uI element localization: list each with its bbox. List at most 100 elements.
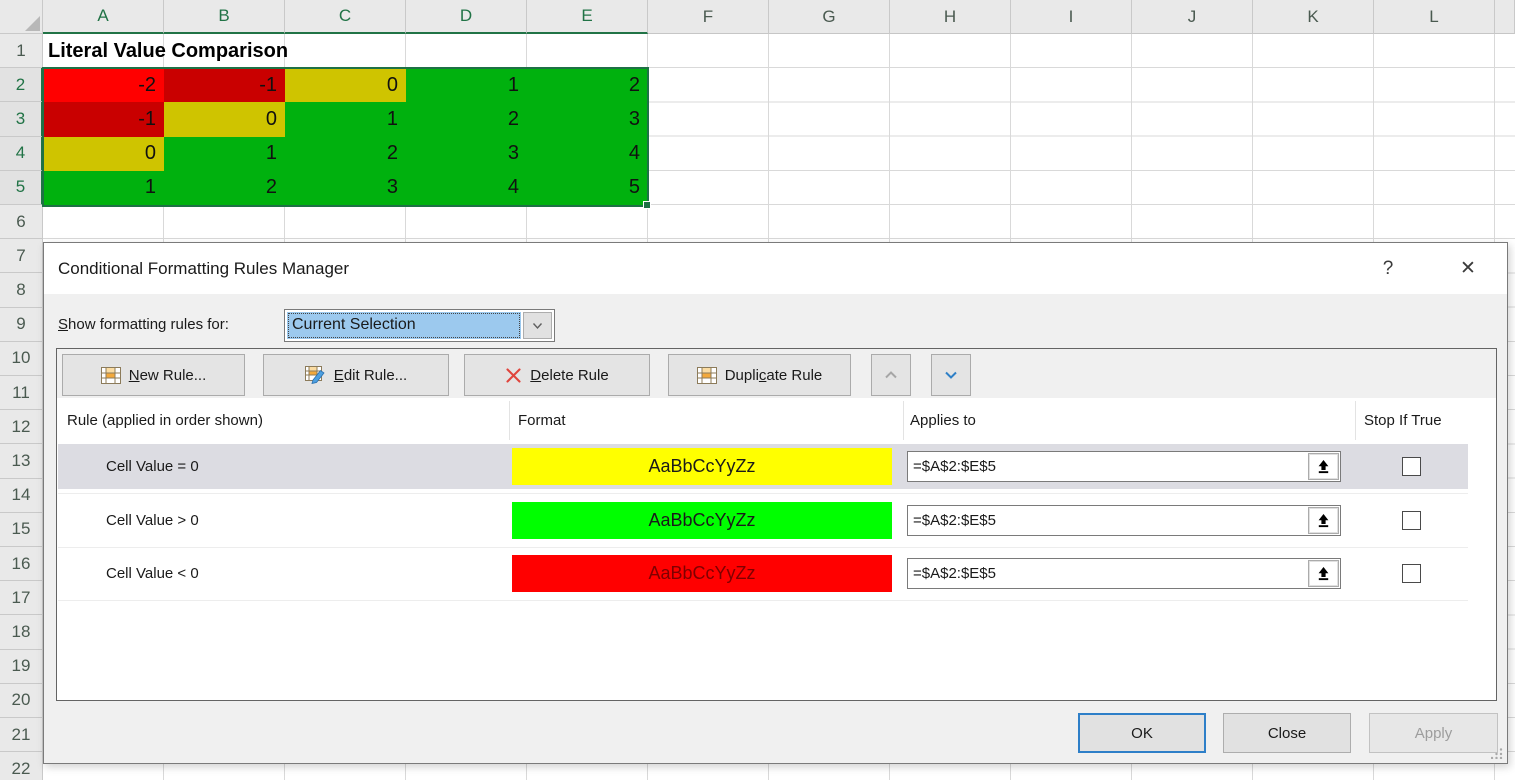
rule-label: Cell Value = 0: [106, 458, 199, 475]
list-header-applies: Applies to: [910, 412, 976, 429]
cell[interactable]: -2: [43, 68, 164, 103]
cell[interactable]: 0: [285, 68, 406, 103]
show-rules-for-dropdown[interactable]: Current Selection: [284, 309, 555, 342]
row-header-10[interactable]: 10: [0, 341, 43, 376]
close-button[interactable]: Close: [1223, 713, 1351, 753]
column-header-I[interactable]: I: [1011, 0, 1132, 34]
column-header-F[interactable]: F: [648, 0, 769, 34]
cell[interactable]: 1: [285, 102, 406, 137]
collapse-dialog-button[interactable]: [1308, 506, 1339, 534]
stop-if-true-checkbox[interactable]: [1402, 564, 1421, 583]
cell[interactable]: 2: [406, 102, 527, 137]
cell[interactable]: 1: [164, 136, 285, 171]
select-all-corner[interactable]: [0, 0, 43, 34]
cell[interactable]: 0: [43, 136, 164, 171]
cell[interactable]: 4: [406, 170, 527, 205]
duplicate-rule-button[interactable]: Duplicate Rule: [668, 354, 851, 396]
list-header-stop: Stop If True: [1364, 412, 1442, 429]
delete-rule-button[interactable]: Delete Rule: [464, 354, 650, 396]
collapse-dialog-button[interactable]: [1308, 560, 1339, 587]
cell[interactable]: 3: [527, 102, 648, 137]
resize-grip[interactable]: [1491, 747, 1503, 759]
close-icon[interactable]: ✕: [1446, 243, 1490, 294]
column-header-L[interactable]: L: [1374, 0, 1495, 34]
stop-if-true-checkbox[interactable]: [1402, 457, 1421, 476]
edit-rule-button[interactable]: Edit Rule...: [263, 354, 449, 396]
cell[interactable]: 3: [406, 136, 527, 171]
cell-a1-title[interactable]: Literal Value Comparison: [48, 40, 289, 62]
cell[interactable]: 1: [43, 170, 164, 205]
cell[interactable]: 0: [164, 102, 285, 137]
row-header-12[interactable]: 12: [0, 410, 43, 445]
row-header-9[interactable]: 9: [0, 307, 43, 342]
help-icon[interactable]: ?: [1366, 243, 1410, 294]
cell[interactable]: 2: [164, 170, 285, 205]
row-header-8[interactable]: 8: [0, 273, 43, 308]
duplicate-rule-label: Duplicate Rule: [724, 366, 823, 384]
cell[interactable]: -1: [43, 102, 164, 137]
collapse-dialog-button[interactable]: [1308, 453, 1339, 480]
column-header-J[interactable]: J: [1132, 0, 1253, 34]
applies-to-input[interactable]: [908, 505, 1307, 535]
conditional-formatting-rules-manager-dialog: Conditional Formatting Rules Manager ? ✕…: [43, 242, 1508, 764]
header-separator: [903, 401, 904, 440]
row-header-5[interactable]: 5: [0, 170, 43, 205]
row-header-11[interactable]: 11: [0, 376, 43, 411]
row-header-4[interactable]: 4: [0, 136, 43, 171]
column-header-E[interactable]: E: [527, 0, 648, 34]
column-header-partial[interactable]: [1495, 0, 1515, 34]
stop-if-true-checkbox[interactable]: [1402, 510, 1421, 530]
row-header-22[interactable]: 22: [0, 752, 43, 780]
applies-to-input[interactable]: [908, 452, 1307, 481]
table-icon: [100, 366, 121, 384]
cell[interactable]: -1: [164, 68, 285, 103]
rules-toolbar: New Rule... Edit Rule...: [57, 349, 1496, 398]
column-header-H[interactable]: H: [890, 0, 1011, 34]
column-header-D[interactable]: D: [406, 0, 527, 34]
fill-handle[interactable]: [643, 201, 651, 209]
row-header-2[interactable]: 2: [0, 68, 43, 103]
applies-to-input[interactable]: [908, 559, 1307, 588]
row-header-6[interactable]: 6: [0, 205, 43, 240]
row-header-7[interactable]: 7: [0, 239, 43, 274]
rule-row[interactable]: Cell Value = 0 AaBbCcYyZz: [58, 444, 1468, 494]
header-separator: [509, 401, 510, 440]
move-rule-down-button[interactable]: [931, 354, 971, 396]
rule-row[interactable]: Cell Value < 0 AaBbCcYyZz: [58, 551, 1468, 601]
cell[interactable]: 2: [285, 136, 406, 171]
dropdown-arrow-button[interactable]: [523, 312, 552, 339]
apply-button[interactable]: Apply: [1369, 713, 1498, 753]
ok-button[interactable]: OK: [1078, 713, 1206, 753]
applies-to-field: [907, 504, 1341, 536]
row-header-18[interactable]: 18: [0, 615, 43, 650]
label-post: how formatting rules for:: [68, 316, 229, 333]
row-header-21[interactable]: 21: [0, 718, 43, 753]
row-header-20[interactable]: 20: [0, 683, 43, 718]
column-header-C[interactable]: C: [285, 0, 406, 34]
new-rule-button[interactable]: New Rule...: [62, 354, 245, 396]
cell[interactable]: 2: [527, 68, 648, 103]
row-header-3[interactable]: 3: [0, 102, 43, 137]
move-rule-up-button[interactable]: [871, 354, 911, 396]
cell[interactable]: 1: [406, 68, 527, 103]
column-header-A[interactable]: A: [43, 0, 164, 34]
rule-row[interactable]: Cell Value > 0 AaBbCcYyZz: [58, 498, 1468, 548]
row-header-13[interactable]: 13: [0, 444, 43, 479]
row-header-14[interactable]: 14: [0, 478, 43, 513]
row-header-16[interactable]: 16: [0, 547, 43, 582]
delete-x-icon: [505, 367, 522, 384]
row-header-15[interactable]: 15: [0, 512, 43, 547]
row-header-19[interactable]: 19: [0, 649, 43, 684]
cell[interactable]: 3: [285, 170, 406, 205]
edit-rule-label: Edit Rule...: [333, 366, 408, 384]
column-header-K[interactable]: K: [1253, 0, 1374, 34]
collapse-dialog-icon: [1318, 567, 1329, 581]
cell[interactable]: 5: [527, 170, 648, 205]
column-header-G[interactable]: G: [769, 0, 890, 34]
collapse-dialog-icon: [1318, 513, 1329, 527]
column-header-B[interactable]: B: [164, 0, 285, 34]
row-header-17[interactable]: 17: [0, 581, 43, 616]
row-header-1[interactable]: 1: [0, 34, 43, 69]
cell[interactable]: 4: [527, 136, 648, 171]
